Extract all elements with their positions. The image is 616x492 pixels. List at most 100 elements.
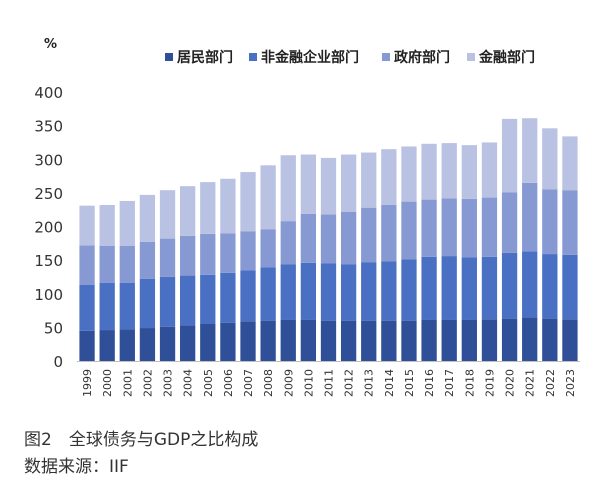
bars — [79, 118, 578, 361]
bar-segment — [421, 256, 437, 320]
bar-segment — [481, 319, 498, 361]
bar-segment — [300, 213, 317, 263]
x-tick-label: 2005 — [202, 369, 215, 397]
bar-segment — [139, 241, 156, 279]
figure-caption: 图2 全球债务与GDP之比构成 — [24, 430, 259, 450]
bar-segment — [401, 259, 417, 321]
bar-segment — [320, 320, 337, 361]
bar-segment — [320, 214, 337, 264]
y-axis: 0 50 100 150 200 250 300 350 400 — [34, 84, 63, 371]
bar-segment — [280, 155, 296, 222]
bar-segment — [240, 172, 256, 232]
bar-segment — [300, 319, 317, 361]
bar-segment — [441, 319, 457, 361]
bar-segment — [522, 118, 538, 183]
x-tick-label: 2001 — [121, 369, 134, 397]
y-tick-label: 50 — [44, 319, 63, 337]
bar-segment — [240, 231, 256, 271]
bar-segment — [79, 285, 95, 331]
bar-segment — [381, 320, 397, 361]
bar-segment — [240, 321, 256, 361]
bar-segment — [501, 118, 518, 193]
bar-segment — [220, 272, 236, 323]
bar-segment — [139, 278, 156, 329]
x-tick-label: 2009 — [282, 369, 295, 397]
bar-segment — [200, 324, 216, 361]
x-tick-label: 2007 — [242, 369, 255, 397]
y-tick-label: 350 — [34, 118, 63, 136]
bar-segment — [159, 276, 176, 327]
y-tick-label: 250 — [34, 185, 63, 203]
x-tick-label: 2020 — [504, 369, 517, 397]
bar-segment — [159, 238, 176, 277]
bar-segment — [441, 143, 457, 199]
legend-label: 非金融企业部门 — [261, 49, 359, 66]
bar-segment — [180, 325, 196, 361]
bar-segment — [260, 320, 276, 361]
bar-segment — [260, 165, 276, 230]
bar-segment — [139, 328, 156, 361]
y-tick-label: 200 — [34, 219, 63, 237]
bar-segment — [542, 128, 558, 190]
bar-segment — [79, 330, 95, 361]
bar-segment — [381, 204, 397, 262]
x-tick-label: 2014 — [383, 369, 396, 397]
bar-segment — [180, 235, 196, 276]
bar-segment — [99, 282, 115, 331]
x-tick-label: 2008 — [262, 369, 275, 397]
bar-segment — [320, 157, 337, 215]
bar-segment — [421, 199, 437, 257]
bar-segment — [119, 329, 135, 361]
bar-segment — [522, 182, 538, 252]
bar-segment — [461, 198, 477, 258]
bar-segment — [220, 322, 236, 361]
x-tick-label: 2013 — [363, 369, 376, 397]
x-tick-label: 2012 — [343, 369, 356, 397]
bar-segment — [562, 190, 578, 255]
bar-segment — [340, 211, 357, 265]
x-tick-label: 2010 — [302, 369, 315, 397]
y-tick-label: 150 — [34, 252, 63, 270]
bar-segment — [300, 262, 317, 320]
bar-segment — [220, 233, 236, 273]
bar-segment — [119, 282, 135, 330]
legend-label: 政府部门 — [394, 49, 450, 66]
legend-swatch — [249, 53, 257, 61]
bar-segment — [119, 200, 135, 246]
bar-segment — [200, 233, 216, 275]
bar-segment — [99, 330, 115, 361]
bar-segment — [320, 263, 337, 321]
bar-segment — [481, 197, 498, 257]
bar-segment — [381, 149, 397, 205]
bar-segment — [381, 261, 397, 321]
source-caption: 数据来源：IIF — [24, 457, 129, 477]
x-tick-label: 2021 — [524, 369, 537, 397]
bar-segment — [99, 204, 115, 246]
bar-segment — [180, 186, 196, 236]
bar-segment — [280, 319, 296, 361]
legend-swatch — [382, 53, 390, 61]
bar-segment — [542, 318, 558, 361]
bar-segment — [542, 189, 558, 255]
x-tick-label: 2023 — [564, 369, 577, 397]
bar-segment — [159, 326, 176, 361]
bar-segment — [501, 318, 518, 361]
bar-segment — [522, 251, 538, 318]
bar-segment — [260, 229, 276, 268]
bar-segment — [119, 246, 135, 283]
legend: 居民部门 非金融企业部门 政府部门 金融部门 — [165, 49, 535, 66]
y-tick-label: 300 — [34, 151, 63, 169]
x-tick-label: 2006 — [222, 369, 235, 397]
bar-segment — [180, 275, 196, 326]
bar-segment — [481, 142, 498, 198]
x-tick-label: 2022 — [544, 369, 557, 397]
x-tick-label: 2015 — [403, 369, 416, 397]
bar-segment — [361, 152, 377, 208]
x-tick-label: 2019 — [483, 369, 496, 397]
bar-segment — [159, 190, 176, 239]
bar-segment — [501, 252, 518, 319]
bar-segment — [441, 198, 457, 257]
bar-segment — [441, 256, 457, 320]
bar-segment — [401, 146, 417, 202]
bar-segment — [401, 320, 417, 361]
